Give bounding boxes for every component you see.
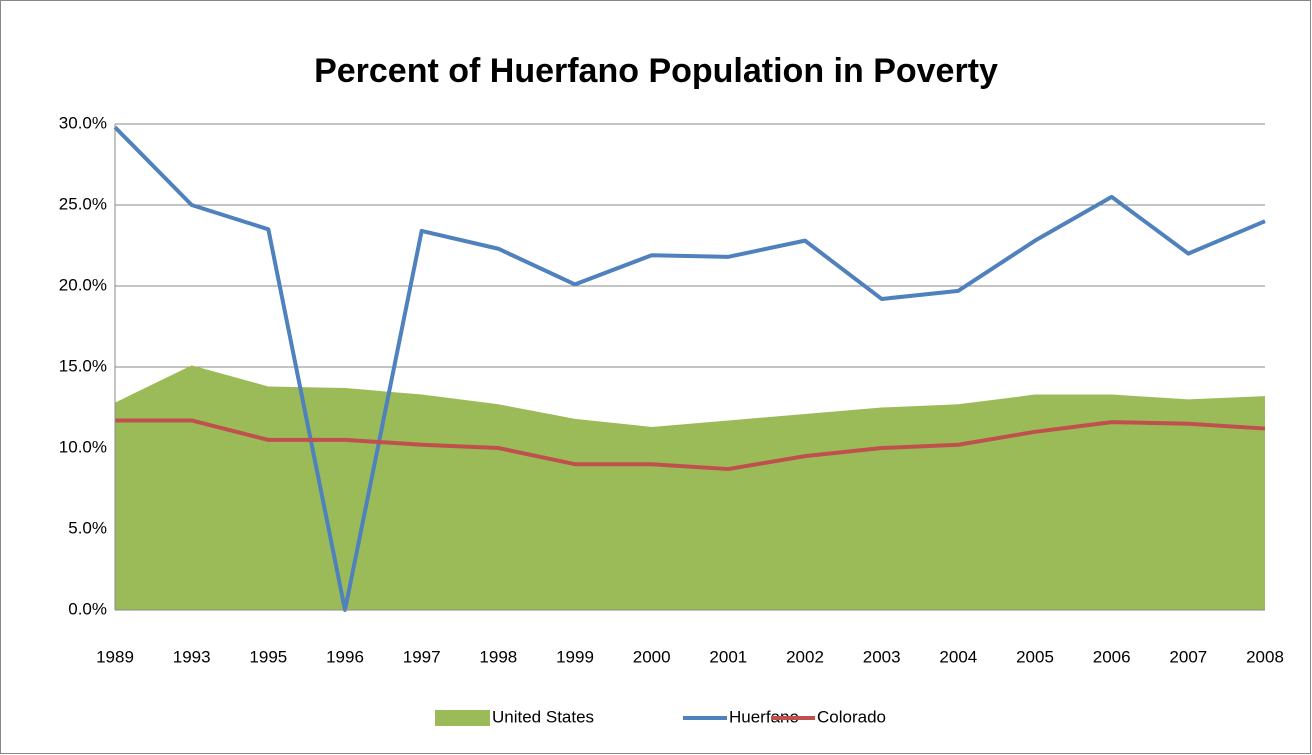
x-tick-label: 1995 [249,647,287,666]
x-tick-label: 2001 [709,647,747,666]
x-tick-label: 1999 [556,647,594,666]
x-tick-label: 2006 [1093,647,1131,666]
x-tick-label: 2004 [939,647,977,666]
y-tick-label: 20.0% [59,275,107,294]
legend-label: Huerfano [729,707,799,726]
x-tick-label: 2002 [786,647,824,666]
legend-label: United States [492,707,594,726]
plot [113,125,1266,612]
x-tick-label: 2003 [863,647,901,666]
legend-label: Colorado [817,707,886,726]
x-tick-label: 1996 [326,647,364,666]
x-tick-label: 1997 [403,647,441,666]
legend-swatch [435,710,490,726]
y-tick-label: 10.0% [59,437,107,456]
y-tick-label: 15.0% [59,356,107,375]
x-tick-label: 1998 [479,647,517,666]
chart-title: Percent of Huerfano Population in Povert… [314,52,998,90]
line [113,125,1266,612]
x-tick-label: 2007 [1169,647,1207,666]
x-tick-label: 1989 [96,647,134,666]
x-tick-label: 1993 [173,647,211,666]
axes: 0.0% 5.0% 10.0% 15.0% 20.0% 25.0% 30.0% 1989 199… [59,113,1284,666]
y-tick-label: 30.0% [59,113,107,132]
area [115,365,1265,610]
y-tick-label: 0.0% [68,599,107,618]
x-tick-label: 2005 [1016,647,1054,666]
x-tick-label: 2000 [633,647,671,666]
y-tick-label: 5.0% [68,518,107,537]
x-tick-label: 2008 [1246,647,1284,666]
line [115,418,1266,472]
y-tick-label: 25.0% [59,194,107,213]
legend: United States Huerfano Colorado [435,707,886,726]
